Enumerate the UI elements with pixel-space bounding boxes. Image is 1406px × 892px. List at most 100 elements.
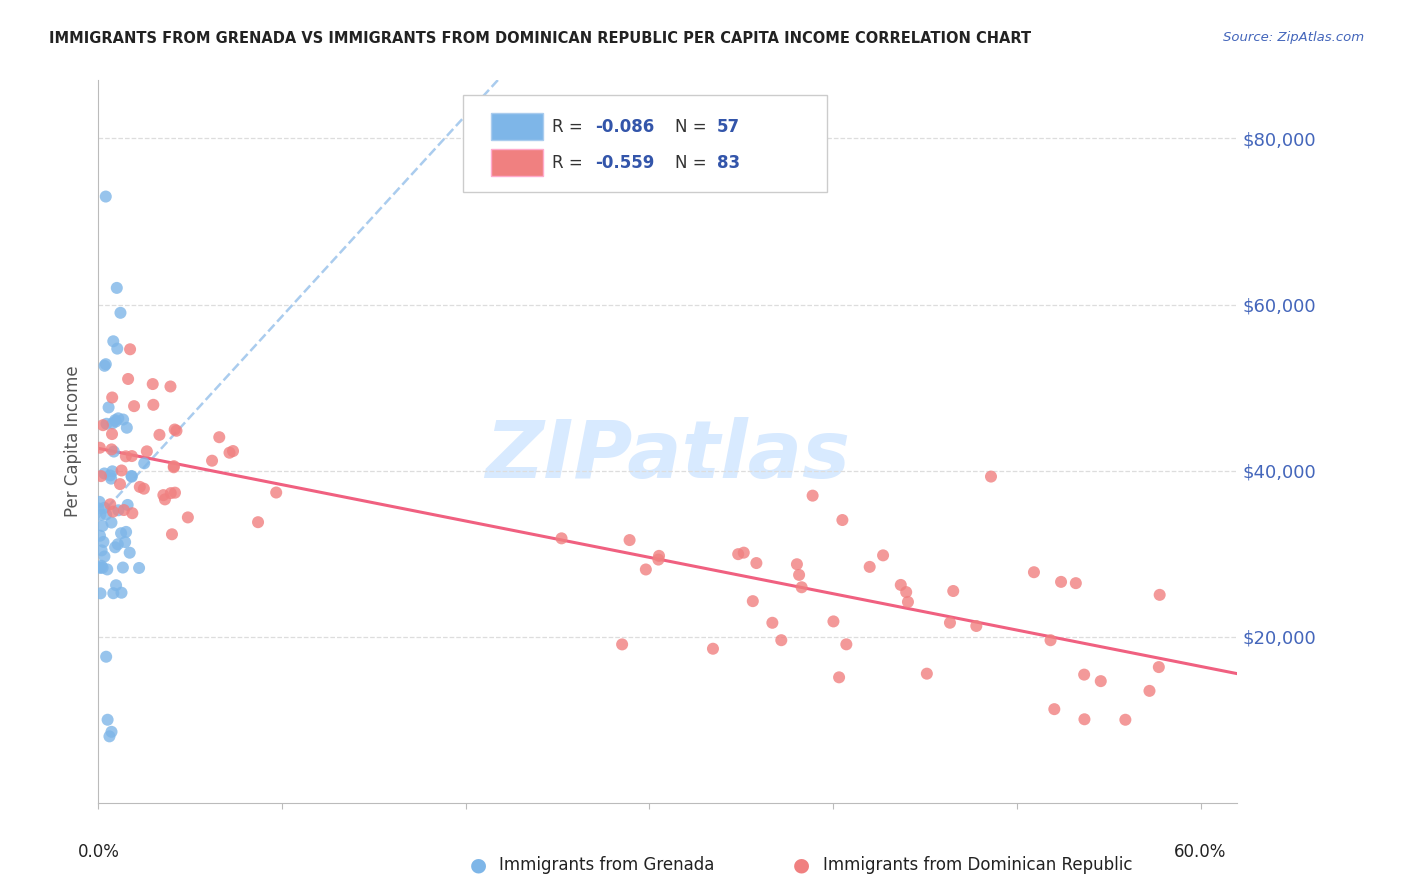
Point [103,586,125,600]
Point [89,441,111,455]
Point [98,497,121,511]
Point [101,427,124,442]
Point [104,415,127,429]
Point [108,477,131,491]
Text: ●: ● [793,855,810,875]
Point [1114,713,1136,727]
Text: Immigrants from Grenada: Immigrants from Grenada [499,856,714,874]
Point [1139,684,1161,698]
Point [915,666,938,681]
Point [111,560,134,574]
Text: Immigrants from Dominican Republic: Immigrants from Dominican Republic [823,856,1132,874]
Point [1149,588,1171,602]
Point [89,561,111,575]
Point [121,469,143,483]
Point [159,486,181,500]
Point [112,503,135,517]
Point [634,562,657,576]
Point [117,498,139,512]
Point [801,489,824,503]
Point [100,472,122,486]
Point [163,460,186,475]
Point [89,495,111,509]
Point [101,505,124,519]
Point [122,399,145,413]
Point [897,595,920,609]
FancyBboxPatch shape [491,149,543,177]
Point [831,513,853,527]
FancyBboxPatch shape [491,112,543,140]
Point [89,529,111,543]
Point [98,468,121,483]
Point [104,413,127,427]
Point [160,527,183,541]
Point [121,449,143,463]
Point [835,637,858,651]
Point [208,430,231,444]
Point [890,578,912,592]
Text: N =: N = [675,153,711,171]
Point [87,501,110,516]
Point [101,464,124,478]
Point [115,421,138,435]
Text: N =: N = [675,118,711,136]
Point [90,469,112,483]
Point [761,615,783,630]
Text: IMMIGRANTS FROM GRENADA VS IMMIGRANTS FROM DOMINICAN REPUBLIC PER CAPITA INCOME : IMMIGRANTS FROM GRENADA VS IMMIGRANTS FR… [49,31,1032,46]
Text: 60.0%: 60.0% [1174,843,1226,861]
Point [112,412,135,426]
Point [96,562,118,576]
Point [1147,660,1170,674]
Point [153,492,176,507]
Point [105,342,128,356]
Point [121,469,143,483]
Point [128,480,150,494]
Point [91,519,114,533]
Point [117,372,139,386]
Point [93,549,115,564]
Point [148,427,170,442]
Point [115,524,138,539]
Point [741,594,763,608]
Text: Source: ZipAtlas.com: Source: ZipAtlas.com [1223,31,1364,45]
Point [96,508,118,522]
Point [1043,702,1066,716]
Point [222,444,245,458]
Text: 83: 83 [717,153,740,171]
Point [96,417,118,431]
Point [89,560,111,574]
Point [823,615,845,629]
Point [101,417,124,431]
Point [100,442,122,457]
Point [702,641,724,656]
Point [166,424,188,438]
Point [1039,633,1062,648]
Point [942,584,965,599]
Point [93,500,115,515]
Point [93,359,115,373]
Text: -0.086: -0.086 [595,118,654,136]
Point [872,549,894,563]
Point [96,649,118,664]
Point [100,516,122,530]
Point [218,446,240,460]
Point [90,558,112,573]
Point [859,560,882,574]
Point [550,532,572,546]
Point [647,552,669,566]
Point [114,450,136,464]
Text: R =: R = [551,153,588,171]
Point [110,463,132,477]
Point [104,541,127,555]
Point [745,556,768,570]
Point [114,535,136,549]
Point [98,730,121,744]
Point [786,558,808,572]
Point [97,401,120,415]
Point [93,534,115,549]
Point [733,546,755,560]
Point [118,546,141,560]
Point [91,560,114,574]
Point [128,561,150,575]
Point [790,580,813,594]
